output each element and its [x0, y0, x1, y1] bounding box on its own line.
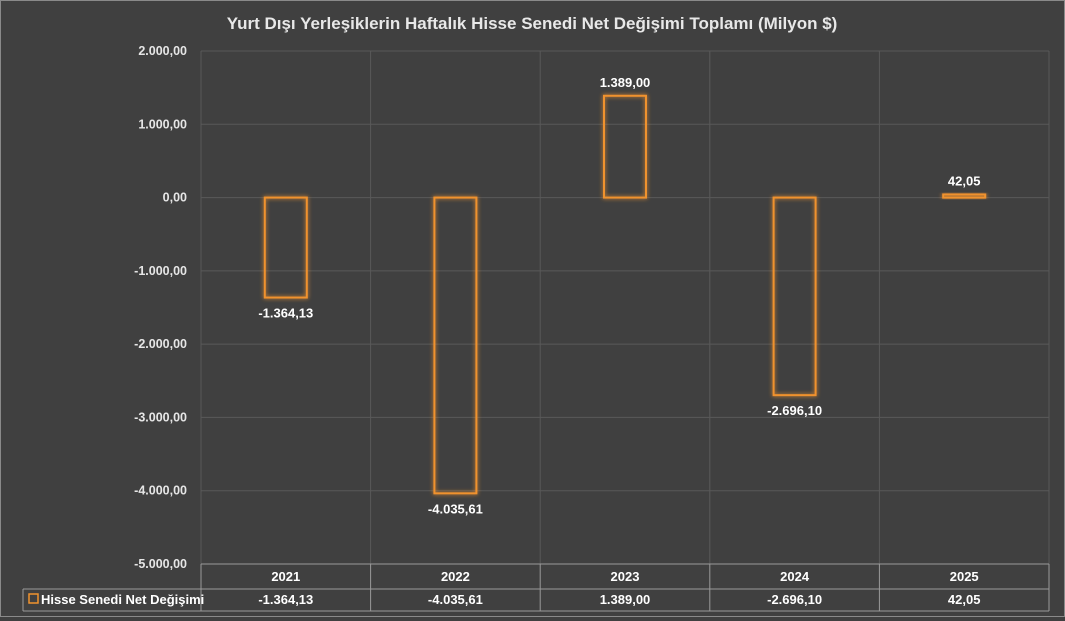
table-value-cell: -4.035,61: [428, 592, 483, 607]
x-category-label: 2024: [780, 569, 810, 584]
data-label: 42,05: [948, 173, 981, 188]
data-label: 1.389,00: [600, 75, 651, 90]
x-category-label: 2021: [271, 569, 300, 584]
data-label: -1.364,13: [258, 306, 313, 321]
y-tick-label: 0,00: [163, 191, 187, 205]
table-value-cell: -2.696,10: [767, 592, 822, 607]
legend-key: [28, 593, 39, 604]
bar-2025: [942, 193, 987, 199]
table-value-cell: -1.364,13: [258, 592, 313, 607]
y-tick-label: 1.000,00: [138, 117, 187, 131]
data-label: -2.696,10: [767, 403, 822, 418]
chart-title: Yurt Dışı Yerleşiklerin Haftalık Hisse S…: [227, 14, 838, 33]
table-value-cell: 42,05: [948, 592, 981, 607]
y-tick-label: -4.000,00: [134, 484, 187, 498]
y-tick-label: 2.000,00: [138, 44, 187, 58]
y-tick-label: -1.000,00: [134, 264, 187, 278]
x-category-label: 2023: [611, 569, 640, 584]
bar-2024: [772, 196, 817, 397]
data-label: -4.035,61: [428, 501, 483, 516]
x-category-label: 2025: [950, 569, 979, 584]
bar-2022: [433, 196, 478, 495]
bar-2023: [603, 94, 647, 199]
x-category-label: 2022: [441, 569, 470, 584]
y-tick-label: -2.000,00: [134, 337, 187, 351]
bar-2021: [263, 196, 308, 299]
y-tick-label: -3.000,00: [134, 410, 187, 424]
legend-series-name: Hisse Senedi Net Değişimi: [41, 592, 204, 607]
table-value-cell: 1.389,00: [600, 592, 651, 607]
y-tick-label: -5.000,00: [134, 557, 187, 571]
